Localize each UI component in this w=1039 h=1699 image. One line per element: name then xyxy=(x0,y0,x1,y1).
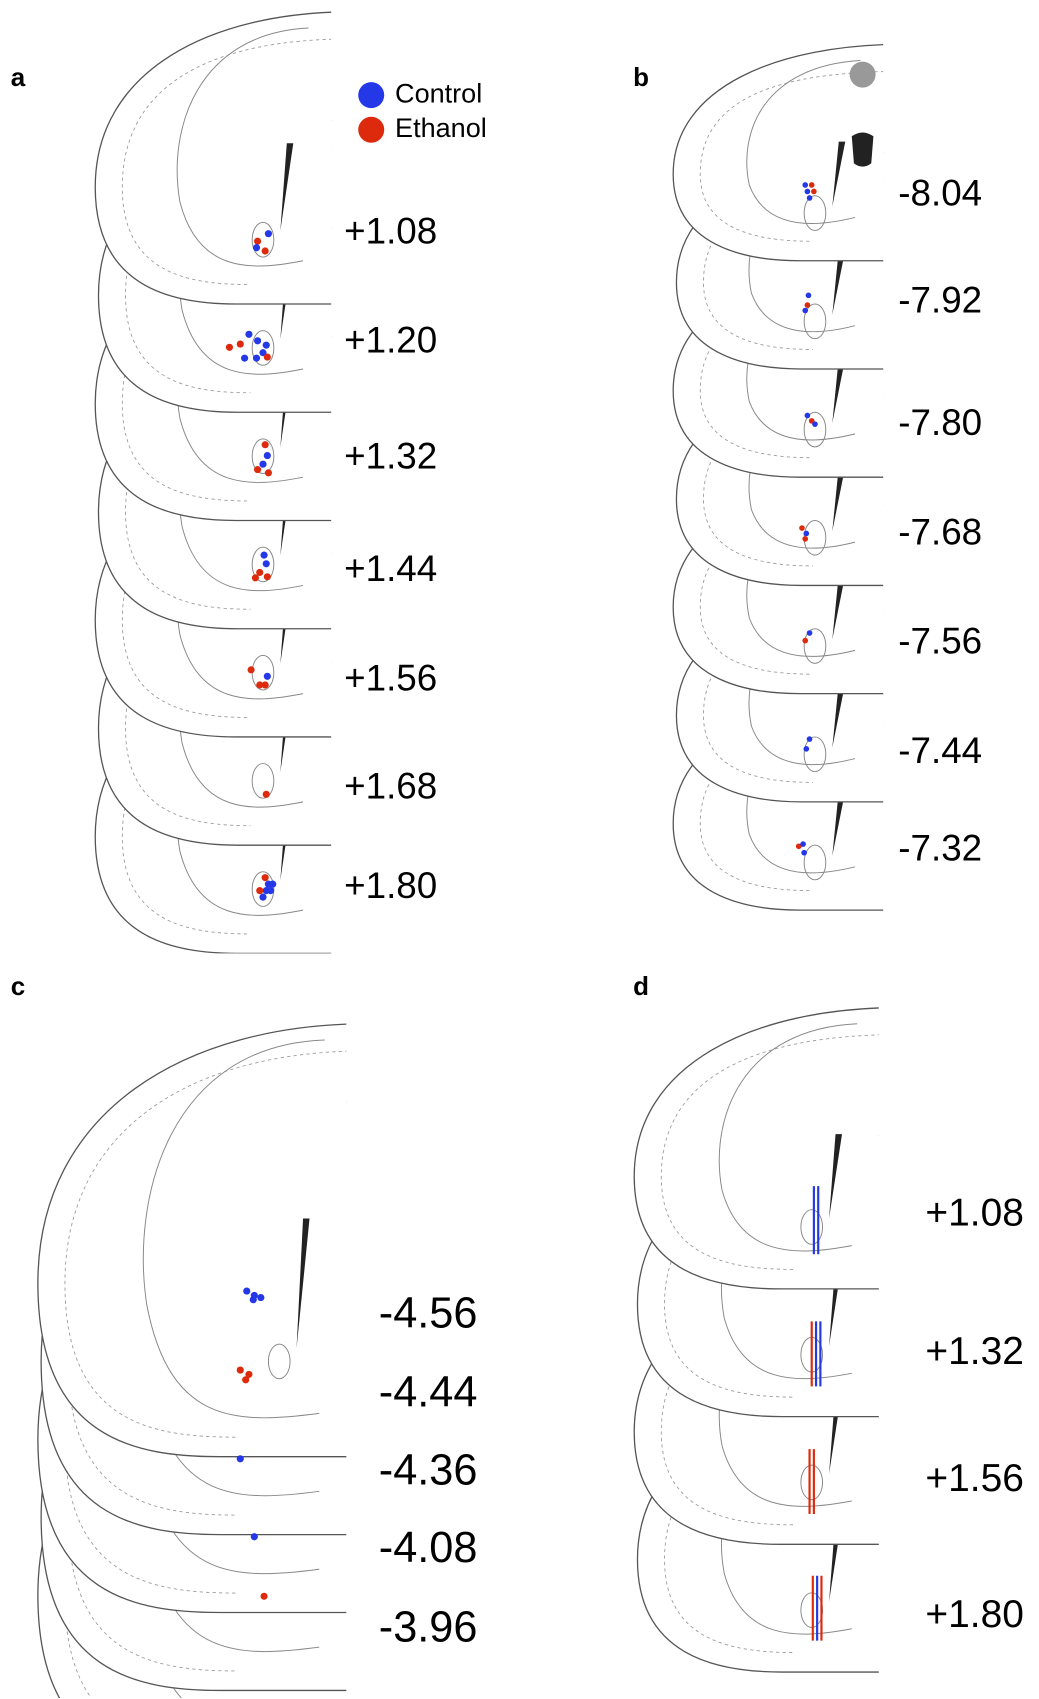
placement-dot xyxy=(256,887,263,894)
panel-sections xyxy=(38,1024,368,1699)
placement-dot xyxy=(263,791,270,798)
placement-dot xyxy=(265,469,272,476)
placement-dot xyxy=(805,302,811,308)
legend-label: Ethanol xyxy=(395,113,487,143)
section-level: -4.56 xyxy=(379,1289,478,1337)
panel-label: a xyxy=(11,62,26,92)
section-level: +1.32 xyxy=(925,1330,1024,1373)
section-level: +1.56 xyxy=(344,657,437,698)
placement-dot xyxy=(264,353,271,360)
placement-dot xyxy=(262,441,269,448)
placement-dot xyxy=(259,894,266,901)
placement-dot xyxy=(262,874,269,881)
placement-dot xyxy=(805,413,811,419)
section-level: -7.68 xyxy=(898,511,982,552)
placement-dot xyxy=(248,666,255,673)
section-level: -4.44 xyxy=(379,1368,478,1416)
section-level: +1.80 xyxy=(344,865,437,906)
section-level: -4.36 xyxy=(379,1446,478,1494)
placement-dot xyxy=(805,189,811,195)
placement-dot xyxy=(257,1294,264,1301)
placement-dot xyxy=(802,536,808,542)
section-level: +1.08 xyxy=(344,210,437,251)
section-level: +1.32 xyxy=(344,436,437,477)
legend-swatch xyxy=(358,82,384,108)
placement-dot xyxy=(241,355,248,362)
placement-dot xyxy=(226,344,233,351)
placement-dot xyxy=(254,337,261,344)
panel-label: d xyxy=(633,971,649,1001)
placement-dot xyxy=(252,574,259,581)
section-level: -8.04 xyxy=(898,173,982,214)
placement-dot xyxy=(253,244,260,251)
placement-dot xyxy=(807,630,813,636)
section-level: +1.44 xyxy=(344,548,437,589)
placement-dot xyxy=(267,887,274,894)
section-level: -7.56 xyxy=(898,621,982,662)
placement-dot xyxy=(803,531,809,537)
placement-dot xyxy=(237,340,244,347)
placement-dot xyxy=(802,182,808,188)
panel-sections xyxy=(95,12,352,954)
section-level: -7.92 xyxy=(898,280,982,321)
placement-dot xyxy=(811,189,817,195)
placement-dot xyxy=(263,342,270,349)
placement-dot xyxy=(261,552,268,559)
section-level: -3.96 xyxy=(379,1603,478,1651)
placement-dot xyxy=(264,673,271,680)
section-level: +1.68 xyxy=(344,766,437,807)
panel-sections xyxy=(634,1008,900,1673)
atlas-marker xyxy=(852,132,874,166)
brain-section xyxy=(634,1008,900,1289)
placement-dot xyxy=(251,1533,258,1540)
section-level: -7.44 xyxy=(898,730,982,771)
placement-dot xyxy=(243,1288,250,1295)
section-level: -4.08 xyxy=(379,1524,478,1572)
placement-dot xyxy=(256,681,263,688)
placement-dot xyxy=(259,461,266,468)
panel-label: b xyxy=(633,62,649,92)
placement-dot xyxy=(800,841,806,847)
placement-dot xyxy=(242,1376,249,1383)
section-level: -7.32 xyxy=(898,827,982,868)
panel-sections xyxy=(673,44,904,910)
placement-dot xyxy=(237,1367,244,1374)
placement-dot xyxy=(801,850,807,856)
placement-dot xyxy=(254,466,261,473)
placement-dot xyxy=(803,746,809,752)
section-level: +1.56 xyxy=(925,1457,1024,1500)
section-level: +1.20 xyxy=(344,320,437,361)
section-level: -7.80 xyxy=(898,402,982,443)
placement-dot xyxy=(806,293,812,299)
placement-dot xyxy=(264,452,271,459)
placement-dot xyxy=(264,573,271,580)
legend-label: Control xyxy=(395,78,482,108)
placement-dot xyxy=(250,1296,257,1303)
placement-dot xyxy=(237,1455,244,1462)
section-level: +1.08 xyxy=(925,1192,1024,1235)
placement-dot xyxy=(269,881,276,888)
placement-dot xyxy=(799,525,805,531)
placement-dot xyxy=(807,736,813,742)
atlas-marker xyxy=(850,62,876,88)
placement-dot xyxy=(802,638,808,644)
placement-dot xyxy=(265,230,272,237)
legend-swatch xyxy=(358,117,384,143)
brain-section xyxy=(38,1024,368,1457)
placement-dot xyxy=(809,182,815,188)
placement-dot xyxy=(812,421,818,427)
placement-dot xyxy=(262,247,269,254)
panel-label: c xyxy=(11,971,25,1001)
placement-dot xyxy=(254,238,261,245)
placement-dot xyxy=(807,195,813,201)
placement-dot xyxy=(261,1593,268,1600)
figure: a +1.08 +1.20 +1.32 +1.44 +1.56 +1.68 +1.80 b -8.… xyxy=(0,0,1039,1699)
section-level: +1.80 xyxy=(925,1593,1024,1636)
placement-dot xyxy=(253,355,260,362)
placement-dot xyxy=(263,560,270,567)
placement-dot xyxy=(245,331,252,338)
placement-dot xyxy=(802,308,808,314)
